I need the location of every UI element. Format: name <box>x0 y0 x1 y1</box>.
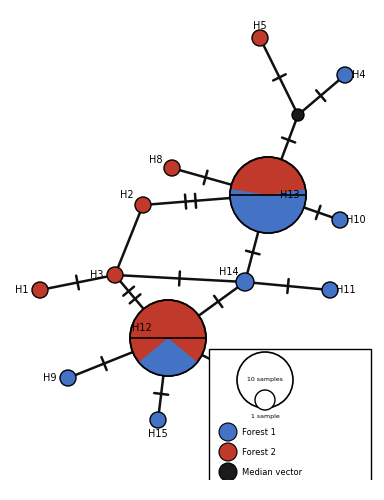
Text: H9: H9 <box>43 373 57 383</box>
Circle shape <box>337 67 353 83</box>
Circle shape <box>219 443 237 461</box>
Text: H14: H14 <box>219 267 239 277</box>
Circle shape <box>135 197 151 213</box>
Circle shape <box>332 212 348 228</box>
Text: H5: H5 <box>253 21 267 31</box>
Circle shape <box>240 370 256 386</box>
Text: 10 samples: 10 samples <box>247 378 283 382</box>
Text: H10: H10 <box>346 215 366 225</box>
FancyBboxPatch shape <box>209 349 371 491</box>
Circle shape <box>130 300 206 376</box>
Wedge shape <box>139 338 197 376</box>
Circle shape <box>236 273 254 291</box>
Circle shape <box>60 370 76 386</box>
Text: H15: H15 <box>148 429 168 439</box>
Text: H11: H11 <box>336 285 356 295</box>
Text: H2: H2 <box>120 190 134 200</box>
Text: Forest 2: Forest 2 <box>242 448 276 456</box>
Text: H13: H13 <box>280 190 300 200</box>
Circle shape <box>219 423 237 441</box>
Text: 1 sample: 1 sample <box>251 414 280 418</box>
Wedge shape <box>230 189 306 233</box>
Text: H4: H4 <box>352 70 366 80</box>
Circle shape <box>222 427 238 443</box>
Circle shape <box>292 109 304 121</box>
Text: H12: H12 <box>132 323 152 333</box>
Circle shape <box>107 267 123 283</box>
Circle shape <box>252 30 268 46</box>
Text: H6: H6 <box>257 373 271 383</box>
Circle shape <box>32 282 48 298</box>
Circle shape <box>255 390 275 410</box>
Circle shape <box>237 352 293 408</box>
Circle shape <box>219 463 237 481</box>
Circle shape <box>164 160 180 176</box>
Text: Forest 1: Forest 1 <box>242 428 276 436</box>
Circle shape <box>322 282 338 298</box>
Circle shape <box>150 412 166 428</box>
Text: H8: H8 <box>149 155 163 165</box>
Text: Median vector: Median vector <box>242 468 302 476</box>
Text: H7: H7 <box>239 430 253 440</box>
Circle shape <box>230 157 306 233</box>
Text: H3: H3 <box>90 270 104 280</box>
Text: H1: H1 <box>15 285 29 295</box>
